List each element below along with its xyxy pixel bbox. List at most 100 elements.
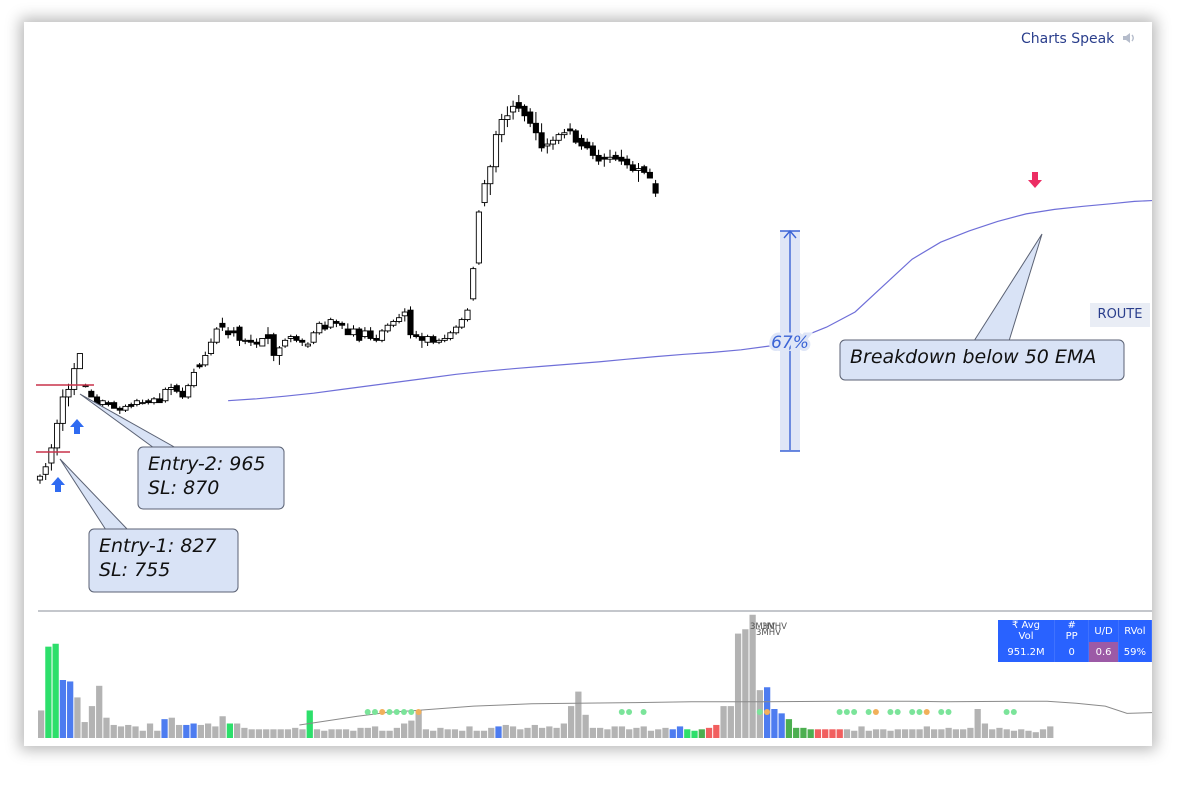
stat-header-avg-vol: ₹ Avg Vol — [998, 620, 1055, 642]
volume-bar — [887, 730, 894, 738]
volume-bar — [822, 729, 829, 738]
volume-dot — [851, 709, 858, 715]
volume-bar — [45, 646, 52, 738]
candle-up — [82, 385, 89, 388]
volume-bar — [974, 709, 981, 738]
volume-dot — [923, 709, 930, 715]
candle-down — [584, 141, 591, 149]
candle-down — [413, 334, 420, 338]
volume-dot — [379, 709, 386, 715]
candle-up — [185, 385, 192, 398]
volume-tag-label: 3MHV — [756, 628, 781, 638]
volume-bar — [74, 697, 81, 738]
candle-down — [612, 154, 619, 160]
volume-bar — [531, 724, 538, 738]
volume-bar — [560, 723, 567, 738]
candle-down — [145, 400, 152, 404]
volume-bar — [52, 643, 59, 738]
candle-up — [470, 268, 477, 300]
volume-bar — [401, 723, 408, 738]
candle-down — [219, 322, 226, 328]
volume-bar — [480, 730, 488, 738]
volume-bar — [342, 729, 350, 738]
candle-up — [59, 396, 66, 424]
candle-down — [299, 339, 306, 343]
candle-down — [527, 111, 534, 124]
candle-down — [333, 321, 340, 324]
candle-down — [572, 130, 579, 143]
volume-dot — [756, 709, 763, 715]
volume-bar — [538, 727, 546, 738]
candle-down — [532, 122, 539, 134]
volume-bar — [437, 727, 444, 738]
volume-bar — [604, 729, 611, 738]
candle-up — [510, 105, 517, 113]
volume-bar — [292, 727, 299, 738]
volume-dot — [836, 709, 843, 715]
volume-bar — [1003, 729, 1010, 738]
volume-bar — [212, 726, 219, 738]
stat-header-pp: # PP — [1054, 620, 1090, 642]
candle-down — [230, 330, 237, 334]
volume-bar — [161, 719, 168, 738]
volume-bar — [88, 706, 96, 738]
volume-bar — [234, 723, 241, 738]
sell-arrow-icon — [1028, 172, 1042, 188]
candle-up — [424, 336, 431, 343]
entry-1-callout-text: Entry-1: 827 — [99, 535, 217, 557]
volume-bar — [938, 729, 945, 738]
candle-up — [561, 132, 568, 136]
volume-bar — [263, 729, 270, 738]
volume-bar — [277, 729, 284, 738]
breakdown-callout: Breakdown below 50 EMA — [839, 233, 1125, 381]
volume-bar — [989, 729, 996, 738]
candle-down — [253, 341, 260, 345]
candle-up — [498, 119, 505, 136]
brand-label: Charts Speak — [1021, 31, 1136, 47]
volume-bar — [981, 723, 989, 738]
volume-dot — [364, 709, 371, 715]
volume-bar — [146, 723, 154, 738]
volume-bar — [618, 726, 626, 738]
candle-up — [162, 388, 169, 402]
candle-down — [156, 398, 163, 404]
candle-up — [71, 368, 78, 390]
candle-down — [105, 402, 112, 405]
volume-bar — [371, 726, 379, 738]
volume-bar — [183, 724, 190, 738]
volume-bar — [103, 717, 110, 738]
volume-bar — [952, 729, 960, 738]
candle-up — [378, 330, 386, 341]
candle-down — [179, 390, 186, 398]
volume-bar — [684, 729, 691, 738]
candle-up — [133, 400, 140, 405]
candle-down — [321, 324, 329, 330]
volume-bar — [408, 720, 415, 738]
volume-bar — [640, 726, 647, 738]
volume-bar — [1010, 730, 1018, 738]
candle-down — [356, 328, 363, 341]
volume-bar — [219, 716, 226, 738]
volume-dot — [865, 709, 872, 715]
volume-bar — [154, 730, 161, 738]
candle-down — [339, 322, 346, 326]
volume-bar — [662, 727, 669, 738]
volume-dot — [386, 709, 393, 715]
candle-up — [287, 336, 294, 339]
volume-bar — [255, 729, 263, 738]
volume-bar — [909, 729, 916, 738]
candle-down — [407, 309, 414, 336]
volume-dot — [415, 709, 422, 715]
volume-bar — [793, 727, 800, 738]
candle-up — [504, 115, 511, 120]
volume-bar — [836, 729, 843, 738]
volume-bar — [633, 727, 640, 738]
volume-bar — [168, 717, 175, 738]
candle-up — [168, 387, 175, 390]
route-button[interactable]: ROUTE — [1090, 303, 1150, 327]
volume-bar — [1032, 732, 1039, 738]
volume-bar — [313, 729, 321, 738]
candle-up — [207, 341, 215, 355]
volume-bar — [647, 730, 655, 738]
